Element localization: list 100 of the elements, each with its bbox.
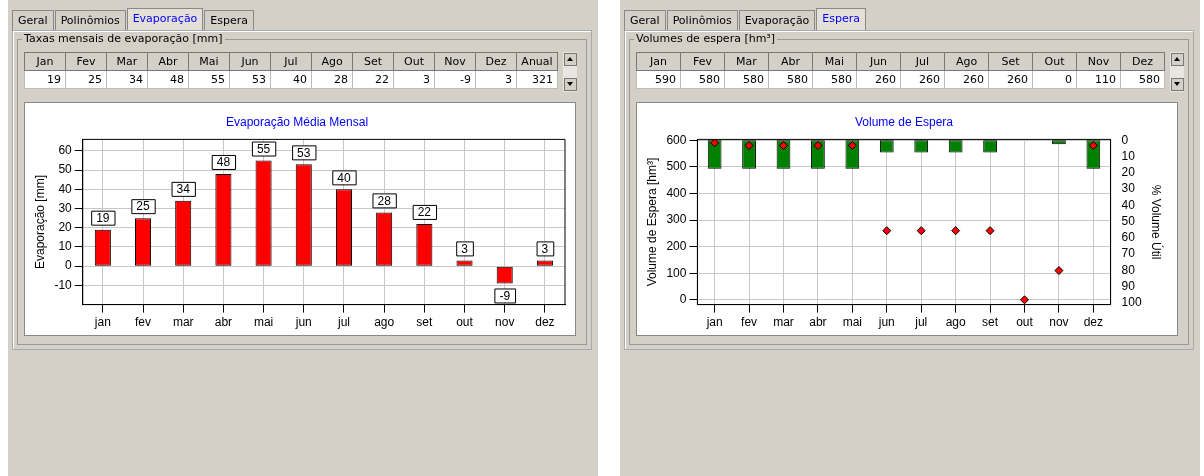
point xyxy=(916,226,926,236)
x-tick-label: dez xyxy=(1083,315,1104,330)
point xyxy=(813,141,823,151)
text: 48 xyxy=(147,70,189,89)
y2-tick-label: 80 xyxy=(1121,262,1136,277)
y-tick-label: 20 xyxy=(58,220,73,235)
y-tick-label: 50 xyxy=(58,162,73,177)
text: 580 xyxy=(812,70,857,89)
point xyxy=(951,226,961,236)
text: 25 xyxy=(65,70,107,89)
data-label: 28 xyxy=(377,193,392,208)
text: Set xyxy=(352,52,394,71)
data-label: 53 xyxy=(297,145,311,160)
point xyxy=(847,141,857,151)
x-tick-label: ago xyxy=(374,315,395,330)
text: Mar xyxy=(724,52,769,71)
text: Jan xyxy=(636,52,681,71)
text: Taxas mensais de evaporação [mm] xyxy=(22,32,225,45)
x-tick-label: out xyxy=(1016,315,1034,330)
text: 321 xyxy=(516,70,558,89)
text: 19 xyxy=(24,70,66,89)
point xyxy=(779,141,788,151)
x-tick-label: set xyxy=(416,315,434,330)
text: Geral xyxy=(624,10,666,30)
text: 55 xyxy=(188,70,230,89)
x-tick-label: jan xyxy=(93,315,111,330)
text: Jun xyxy=(856,52,901,71)
x-tick-label: out xyxy=(456,315,474,330)
data-label: 48 xyxy=(216,155,231,170)
point xyxy=(1054,266,1064,276)
text: Ago xyxy=(311,52,353,71)
y2-tick-label: 30 xyxy=(1121,181,1136,196)
text: Set xyxy=(988,52,1033,71)
text: 53 xyxy=(229,70,271,89)
text: 260 xyxy=(944,70,989,89)
chart-title: Evaporação Média Mensal xyxy=(225,114,369,129)
text: Ago xyxy=(944,52,989,71)
text: 34 xyxy=(106,70,148,89)
data-label: 40 xyxy=(337,170,351,185)
data-label: 34 xyxy=(176,182,191,197)
y-tick-label: -10 xyxy=(54,277,73,292)
text: Dez xyxy=(475,52,517,71)
y2-tick-label: 70 xyxy=(1121,246,1136,261)
x-tick-label: fev xyxy=(135,315,152,330)
text: 580 xyxy=(768,70,813,89)
text: Abr xyxy=(768,52,813,71)
y-tick-label: 200 xyxy=(666,238,687,253)
point xyxy=(985,226,995,236)
y-tick-label: 500 xyxy=(666,159,687,174)
x-tick-label: fev xyxy=(741,315,758,330)
text: 580 xyxy=(724,70,769,89)
point xyxy=(1020,295,1029,305)
y-tick-label: 10 xyxy=(58,239,73,254)
text: 3 xyxy=(393,70,435,89)
text: Jul xyxy=(900,52,945,71)
data-label: 55 xyxy=(256,141,271,156)
text: Evaporação xyxy=(126,8,204,30)
text: Fev xyxy=(65,52,107,71)
point xyxy=(882,226,892,236)
y-axis-title: Evaporação [mm] xyxy=(32,174,47,270)
x-tick-label: mar xyxy=(172,315,194,330)
data-label: 22 xyxy=(417,205,432,220)
text: Jun xyxy=(229,52,271,71)
x-tick-label: mai xyxy=(253,315,274,330)
text: Espera xyxy=(204,10,255,30)
text: Out xyxy=(393,52,435,71)
y-tick-label: 600 xyxy=(666,132,687,147)
text: Polinômios xyxy=(54,10,126,30)
x-tick-label: jul xyxy=(336,315,350,330)
data-label: 19 xyxy=(96,211,110,225)
y2-tick-label: 60 xyxy=(1121,230,1136,245)
chart-title: Volume de Espera xyxy=(854,114,954,129)
text: Abr xyxy=(147,52,189,71)
y2-tick-label: 100 xyxy=(1121,295,1142,310)
data-label: -9 xyxy=(499,288,511,303)
x-tick-label: dez xyxy=(535,315,555,330)
text: Jan xyxy=(24,52,66,71)
text: 28 xyxy=(311,70,353,89)
text: 22 xyxy=(352,70,394,89)
x-tick-label: jan xyxy=(705,315,723,330)
text: Espera xyxy=(816,8,867,30)
x-tick-label: nov xyxy=(1049,315,1069,330)
y2-tick-label: 0 xyxy=(1121,132,1129,147)
y2-tick-label: 90 xyxy=(1121,279,1136,294)
point xyxy=(710,139,720,148)
x-tick-label: jun xyxy=(877,315,895,330)
data-label: 3 xyxy=(541,241,549,256)
text: 590 xyxy=(636,70,681,89)
point xyxy=(744,141,754,151)
text: Mai xyxy=(188,52,230,71)
y2-axis-title: % Volume Útil xyxy=(1149,184,1165,260)
x-tick-label: mai xyxy=(842,315,863,330)
y-tick-label: 40 xyxy=(58,181,73,196)
text: 0 xyxy=(1032,70,1077,89)
text: Dez xyxy=(1120,52,1165,71)
text: Volumes de espera [hm³] xyxy=(634,32,778,45)
text: Fev xyxy=(680,52,725,71)
text: 580 xyxy=(1120,70,1165,89)
text: 3 xyxy=(475,70,517,89)
x-tick-label: abr xyxy=(214,315,233,330)
